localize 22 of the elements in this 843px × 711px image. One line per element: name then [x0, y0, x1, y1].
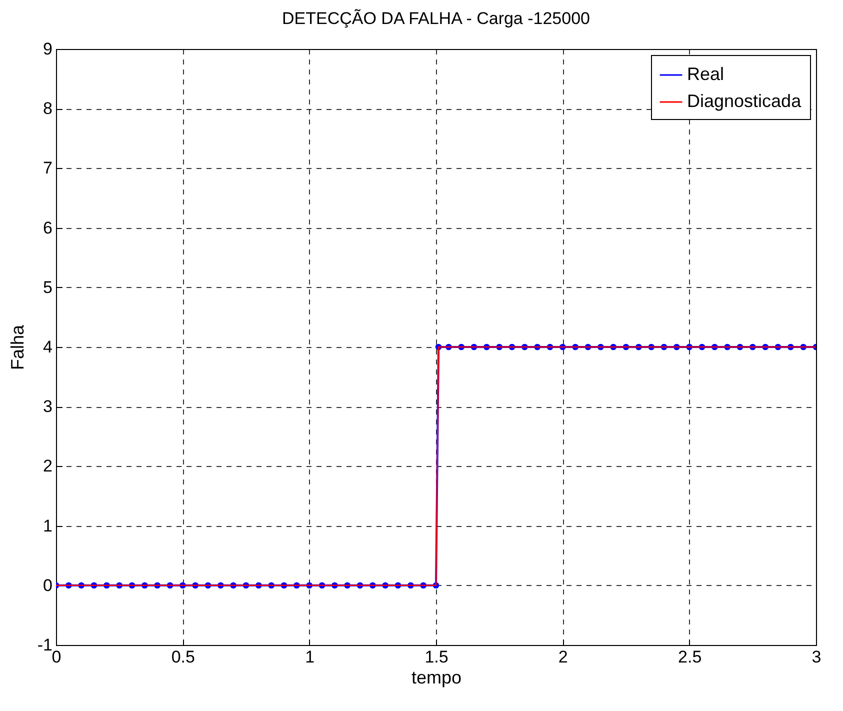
x-tick-label: 2	[558, 648, 568, 666]
x-tick-label: 0.5	[171, 648, 195, 666]
y-tick-label: 0	[43, 576, 52, 595]
legend-label: Diagnosticada	[687, 91, 802, 111]
y-tick-label: 1	[43, 516, 52, 536]
y-tick-label: 9	[43, 40, 52, 58]
x-tick-label: 3	[812, 648, 822, 666]
y-tick-label: 4	[43, 338, 52, 356]
x-tick-label: 1.5	[424, 648, 448, 666]
y-axis-title: Falha	[7, 324, 28, 370]
x-tick-label: 1	[305, 648, 315, 666]
y-tick-label: 2	[43, 456, 52, 476]
y-tick-label: 3	[43, 397, 52, 416]
y-tick-label: 7	[43, 158, 52, 178]
chart-title: DETECÇÃO DA FALHA - Carga -125000	[282, 9, 590, 28]
legend-label: Real	[687, 64, 724, 84]
x-tick-label: 2.5	[678, 648, 702, 666]
x-axis-title: tempo	[411, 668, 462, 688]
y-tick-label: -1	[37, 636, 52, 654]
y-tick-label: 6	[43, 218, 52, 238]
y-tick-label: 5	[43, 278, 52, 297]
y-tick-label: 8	[43, 99, 52, 118]
